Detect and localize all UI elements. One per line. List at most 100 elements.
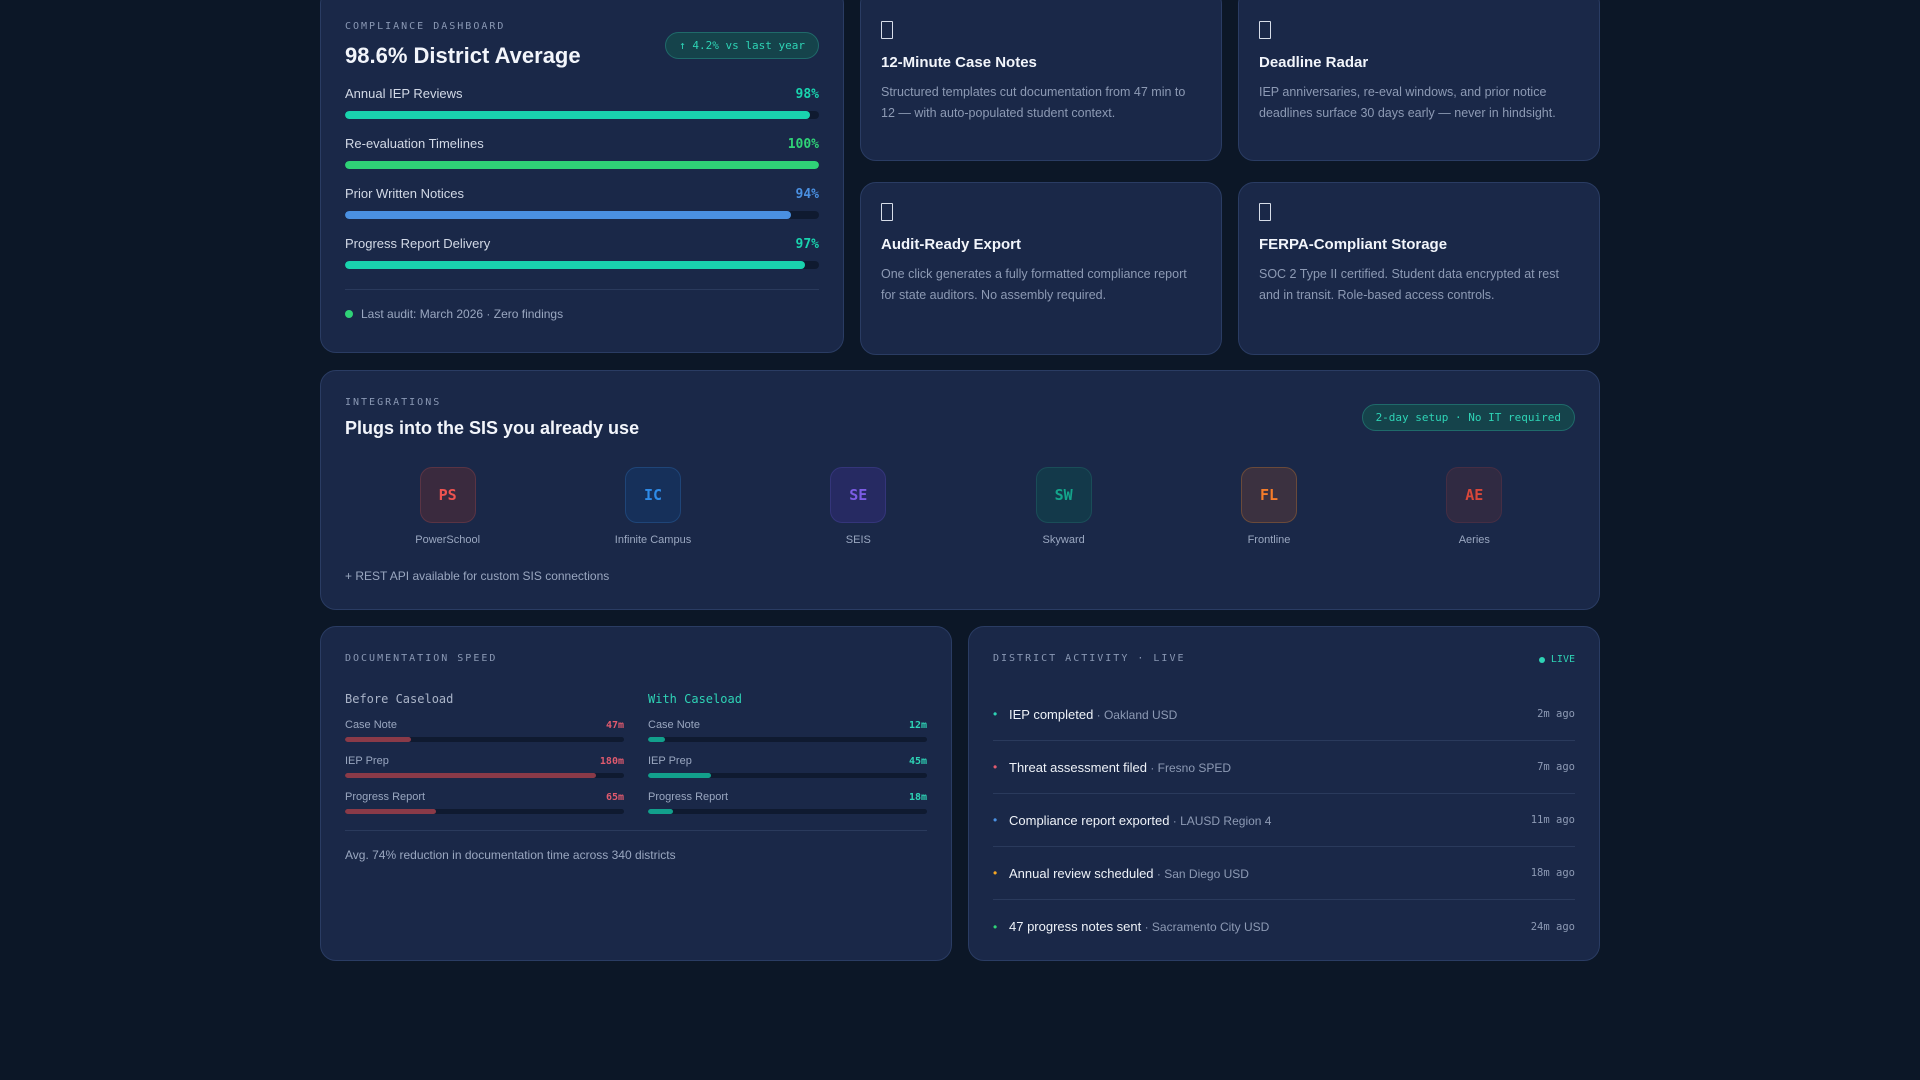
activity-time: 18m ago: [1530, 867, 1575, 879]
speed-row: IEP Prep 180m: [345, 755, 624, 778]
sis-logo-name: SEIS: [845, 534, 871, 546]
sis-logo-badge: PS: [419, 467, 476, 523]
activity-time: 24m ago: [1530, 920, 1575, 933]
speed-row: Progress Report 65m: [345, 791, 624, 814]
speed-label: IEP Prep: [345, 755, 389, 767]
integrations-eyebrow: INTEGRATIONS: [345, 397, 442, 408]
after-column: With Caseload Case Note 12m IEP Prep 45m Pro…: [648, 692, 927, 814]
speed-fill: [345, 809, 436, 814]
sis-logo-badge: SE: [830, 467, 887, 523]
progress-fill: [345, 111, 810, 119]
compliance-dashboard-card: COMPLIANCE DASHBOARD 98.6% District Aver…: [320, 0, 844, 353]
sis-logo-name: Aeries: [1458, 534, 1490, 546]
speed-track: [648, 773, 927, 778]
sis-logo-se[interactable]: SE SEIS: [756, 467, 961, 546]
sis-logo-ps[interactable]: PS PowerSchool: [345, 467, 550, 546]
speed-fill: [648, 809, 674, 814]
sis-logo-ic[interactable]: IC Infinite Campus: [550, 467, 755, 546]
feature-description: Structured templates cut documentation f…: [881, 85, 1186, 120]
activity-item[interactable]: • Compliance report exported · LAUSD Regi…: [993, 794, 1575, 847]
metric-label: Re-evaluation Timelines: [345, 136, 484, 151]
speed-fill: [345, 773, 597, 778]
activity-location: · LAUSD Region 4: [1169, 813, 1272, 828]
speed-fill: [648, 737, 665, 742]
metric-row: Prior Written Notices 94%: [345, 186, 819, 219]
feature-title: Deadline Radar: [1259, 54, 1369, 71]
feature-description: IEP anniversaries, re-eval windows, and …: [1259, 85, 1556, 120]
before-column: Before Caseload Case Note 47m IEP Prep 180m…: [345, 692, 624, 814]
setup-badge: 2-day setup · No IT required: [1361, 404, 1575, 431]
activity-eyebrow: DISTRICT ACTIVITY · LIVE: [993, 653, 1186, 664]
integrations-card: INTEGRATIONS Plugs into the SIS you alre…: [320, 370, 1600, 610]
activity-location: · Fresno SPED: [1147, 760, 1232, 775]
activity-event: Compliance report exported: [1009, 812, 1170, 828]
sis-logo-name: PowerSchool: [415, 534, 481, 546]
status-dot-icon: [345, 310, 353, 318]
sis-logo-fl[interactable]: FL Frontline: [1166, 467, 1371, 546]
activity-location: · Sacramento City USD: [1141, 920, 1270, 934]
documentation-speed-card: DOCUMENTATION SPEED Before Caseload Case…: [320, 626, 952, 961]
speed-row: Case Note 12m: [648, 719, 927, 742]
feature-title: Audit-Ready Export: [881, 236, 1022, 253]
speed-value: 18m: [908, 792, 927, 803]
sis-logo-badge: AE: [1446, 467, 1503, 523]
after-heading: With Caseload: [648, 692, 742, 706]
sis-logo-badge: IC: [624, 467, 681, 523]
speed-value: 65m: [605, 792, 624, 803]
sis-logo-name: Skyward: [1042, 534, 1085, 546]
sis-logo-name: Infinite Campus: [614, 534, 692, 546]
export-icon: [881, 203, 893, 221]
feature-description: SOC 2 Type II certified. Student data en…: [1259, 267, 1559, 302]
sis-logo-badge: FL: [1240, 467, 1297, 523]
progress-track: [345, 211, 819, 219]
activity-item[interactable]: • IEP completed · Oakland USD 2m ago: [993, 688, 1575, 741]
before-heading: Before Caseload: [345, 692, 454, 706]
compliance-eyebrow: COMPLIANCE DASHBOARD: [345, 21, 506, 32]
feature-description: One click generates a fully formatted co…: [881, 267, 1187, 302]
sis-logo-ae[interactable]: AE Aeries: [1372, 467, 1577, 546]
audit-text: Last audit: March 2026 · Zero findings: [361, 307, 564, 321]
speed-row: Case Note 47m: [345, 719, 624, 742]
speed-label: Case Note: [345, 719, 397, 731]
activity-item[interactable]: • Annual review scheduled · San Diego USD…: [993, 847, 1575, 900]
speed-label: Progress Report: [648, 791, 729, 803]
feature-card-ferpa-storage: FERPA-Compliant Storage SOC 2 Type II ce…: [1238, 182, 1600, 355]
speed-track: [648, 737, 927, 742]
metric-row: Progress Report Delivery 97%: [345, 236, 819, 269]
activity-event: IEP completed: [1009, 706, 1094, 722]
metric-value: 97%: [795, 237, 819, 252]
activity-feed: • IEP completed · Oakland USD 2m ago • Threa…: [993, 688, 1575, 953]
speed-label: IEP Prep: [648, 755, 692, 767]
speed-row: Progress Report 18m: [648, 791, 927, 814]
progress-track: [345, 161, 819, 169]
speed-track: [345, 737, 624, 742]
bullet-icon: •: [993, 866, 998, 880]
speed-value: 45m: [908, 756, 927, 767]
speed-fill: [345, 737, 411, 742]
feature-card-case-notes: 12-Minute Case Notes Structured template…: [860, 0, 1222, 161]
activity-event: Threat assessment filed: [1009, 759, 1148, 775]
live-indicator: LIVE: [1538, 654, 1575, 665]
feature-title: 12-Minute Case Notes: [881, 54, 1037, 71]
trend-badge: ↑ 4.2% vs last year: [665, 32, 819, 59]
metric-value: 98%: [795, 87, 819, 102]
bullet-icon: •: [993, 760, 998, 774]
live-dot-icon: [1538, 656, 1545, 663]
speed-summary: Avg. 74% reduction in documentation time…: [345, 848, 676, 862]
metric-row: Annual IEP Reviews 98%: [345, 86, 819, 119]
speed-eyebrow: DOCUMENTATION SPEED: [345, 653, 498, 664]
speed-label: Case Note: [648, 719, 700, 731]
speed-track: [648, 809, 927, 814]
compliance-metrics: Annual IEP Reviews 98% Re-evaluation Timel…: [345, 86, 819, 269]
activity-location: · Oakland USD: [1093, 707, 1178, 722]
progress-fill: [345, 211, 791, 219]
metric-value: 94%: [795, 187, 819, 202]
activity-location: · San Diego USD: [1153, 866, 1249, 881]
bullet-icon: •: [993, 919, 998, 934]
sis-logo-name: Frontline: [1247, 534, 1291, 546]
sis-logo-sw[interactable]: SW Skyward: [961, 467, 1166, 546]
metric-row: Re-evaluation Timelines 100%: [345, 136, 819, 169]
bullet-icon: •: [993, 813, 998, 827]
activity-item[interactable]: • 47 progress notes sent · Sacramento Cit…: [993, 900, 1575, 953]
activity-item[interactable]: • Threat assessment filed · Fresno SPED 7m…: [993, 741, 1575, 794]
